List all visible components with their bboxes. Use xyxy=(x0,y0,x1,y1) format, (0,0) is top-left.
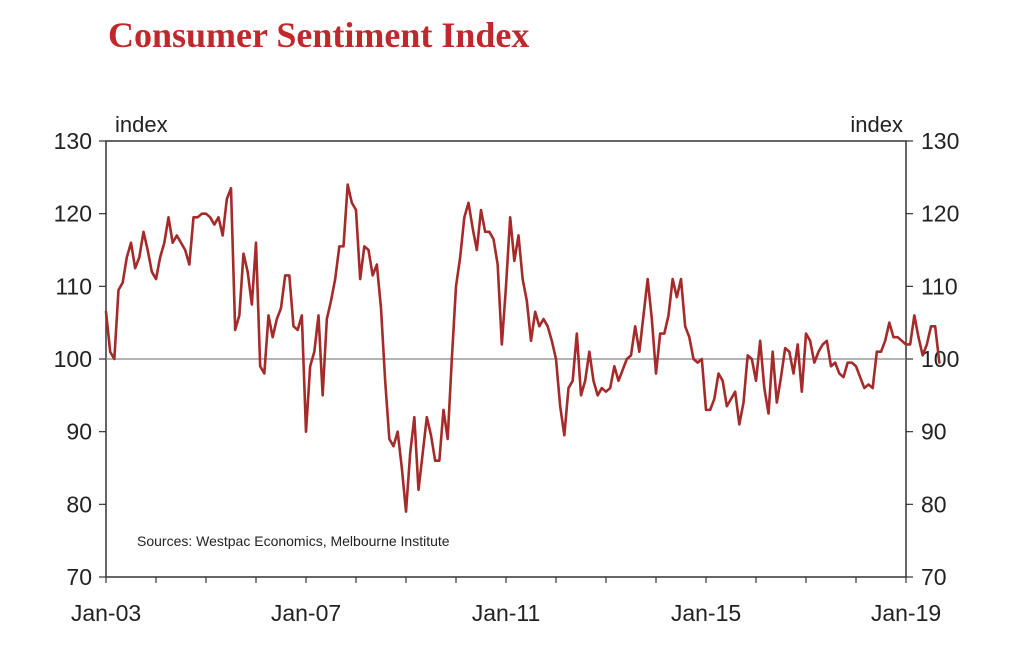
right-y-tick-label: 70 xyxy=(921,564,947,590)
left-y-tick-label: 130 xyxy=(54,128,92,154)
x-tick-label: Jan-15 xyxy=(671,600,741,626)
right-y-tick-label: 130 xyxy=(921,128,959,154)
x-tick-label: Jan-03 xyxy=(71,600,141,626)
sentiment-series-line xyxy=(104,183,941,513)
left-axis-unit: index xyxy=(115,112,168,137)
left-y-tick-label: 120 xyxy=(54,201,92,227)
left-y-tick-label: 90 xyxy=(66,419,92,445)
right-y-tick-label: 110 xyxy=(921,273,958,299)
left-y-tick-label: 70 xyxy=(66,564,92,590)
left-y-tick-label: 110 xyxy=(55,273,92,299)
right-axis-unit: index xyxy=(850,112,903,137)
left-y-tick-label: 80 xyxy=(66,491,92,517)
x-tick-label: Jan-07 xyxy=(271,600,341,626)
x-tick-label: Jan-11 xyxy=(472,600,541,626)
right-y-tick-label: 80 xyxy=(921,491,947,517)
chart-title: Consumer Sentiment Index xyxy=(108,15,530,55)
x-tick-label: Jan-19 xyxy=(871,600,941,626)
axis-ticks xyxy=(99,140,913,583)
right-y-tick-label: 90 xyxy=(921,419,947,445)
right-y-tick-label: 120 xyxy=(921,201,959,227)
series-layer xyxy=(104,183,941,513)
left-y-tick-label: 100 xyxy=(54,346,92,372)
source-note: Sources: Westpac Economics, Melbourne In… xyxy=(137,533,450,549)
